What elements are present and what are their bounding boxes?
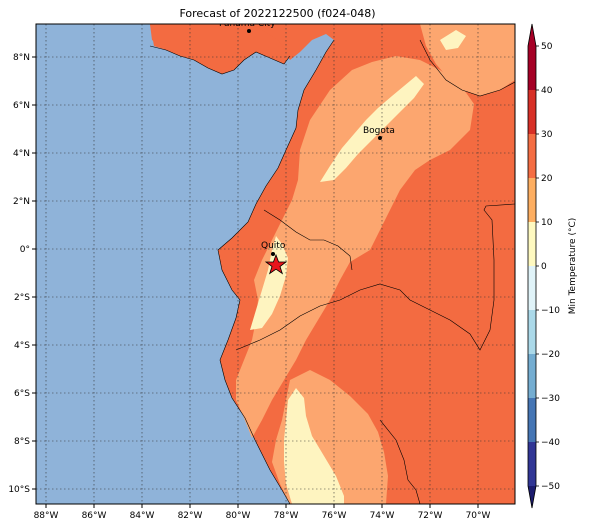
- colorbar-tick: 10: [541, 218, 553, 228]
- lon-tick-label: 70°W: [466, 511, 491, 521]
- colorbar-band-m50-m40: [528, 442, 536, 486]
- temp-10-20-south: [284, 388, 344, 504]
- lon-tick-label: 88°W: [34, 511, 59, 521]
- lat-tick-label: 8°S: [14, 437, 30, 447]
- colorbar-tick: 40: [541, 86, 553, 96]
- colorbar-band-0-10: [528, 222, 536, 266]
- colorbar-band-m30-m20: [528, 354, 536, 398]
- lon-tick-label: 72°W: [418, 511, 443, 521]
- map-area[interactable]: Panama City Bogota Quito: [36, 19, 515, 504]
- quito-dot[interactable]: [271, 252, 275, 256]
- temp-10-20-colombia: [320, 76, 424, 182]
- lon-tick-label: 86°W: [82, 511, 107, 521]
- panama-city-dot[interactable]: [247, 29, 251, 33]
- lat-tick-label: 4°S: [14, 341, 30, 351]
- lat-tick-label: 2°N: [13, 197, 30, 207]
- panama-city-label: Panama City: [219, 19, 276, 29]
- axis-ticks: [32, 56, 479, 508]
- colorbar-band-m20-m10: [528, 310, 536, 354]
- temp-20-30-zone: [236, 56, 474, 438]
- lon-tick-label: 82°W: [178, 511, 203, 521]
- colorbar: 50 40 30 20 10 0 −10 −20 −30 −40 −50 Min…: [527, 23, 578, 509]
- bogota-label: Bogota: [363, 126, 395, 136]
- colorbar-tick: 50: [541, 42, 553, 52]
- colorbar-band-20-30: [528, 134, 536, 178]
- lon-tick-label: 78°W: [274, 511, 299, 521]
- colorbar-band-10-20: [528, 178, 536, 222]
- colorbar-band-m40-m30: [528, 398, 536, 442]
- colorbar-tick: −20: [541, 350, 560, 360]
- lat-tick-label: 10°S: [8, 485, 30, 495]
- colorbar-tick: −10: [541, 306, 560, 316]
- lon-tick-label: 84°W: [130, 511, 155, 521]
- lat-tick-label: 2°S: [14, 293, 30, 303]
- temp-10-20-andes: [250, 236, 288, 330]
- lon-tick-label: 76°W: [322, 511, 347, 521]
- map-frame: [35, 23, 516, 505]
- forecast-location-star-icon[interactable]: [264, 253, 288, 275]
- colorbar-tick: 30: [541, 130, 553, 140]
- map-title: Forecast of 2022122500 (f024-048): [179, 7, 376, 20]
- longitude-labels: 88°W 86°W 84°W 82°W 80°W 78°W 76°W 74°W …: [34, 511, 491, 521]
- colorbar-extend-bottom: [528, 486, 536, 508]
- colorbar-band-m10-0: [528, 266, 536, 310]
- colorbar-label: Min Temperature (°C): [568, 218, 578, 315]
- colorbar-tick: −50: [541, 482, 560, 492]
- latitude-labels: 8°N 6°N 4°N 2°N 0° 2°S 4°S 6°S 8°S 10°S: [8, 53, 30, 495]
- bogota-dot[interactable]: [378, 136, 382, 140]
- colorbar-band-40-50: [528, 46, 536, 90]
- colorbar-tick: 0: [541, 262, 547, 272]
- panama-land: [150, 24, 290, 74]
- lon-tick-label: 80°W: [226, 511, 251, 521]
- colorbar-extend-top: [528, 24, 536, 46]
- lat-tick-label: 8°N: [13, 53, 30, 63]
- colorbar-tick: 20: [541, 174, 553, 184]
- lon-tick-label: 74°W: [370, 511, 395, 521]
- graticule: [36, 24, 515, 504]
- country-borders: [149, 39, 515, 504]
- quito-label: Quito: [261, 241, 286, 251]
- colorbar-band-30-40: [528, 90, 536, 134]
- lat-tick-label: 6°S: [14, 389, 30, 399]
- colorbar-tick: −40: [541, 438, 560, 448]
- temp-10-20-north-patch: [440, 30, 466, 50]
- lat-tick-label: 0°: [20, 245, 30, 255]
- lat-tick-label: 6°N: [13, 101, 30, 111]
- colorbar-tick: −30: [541, 394, 560, 404]
- lat-tick-label: 4°N: [13, 149, 30, 159]
